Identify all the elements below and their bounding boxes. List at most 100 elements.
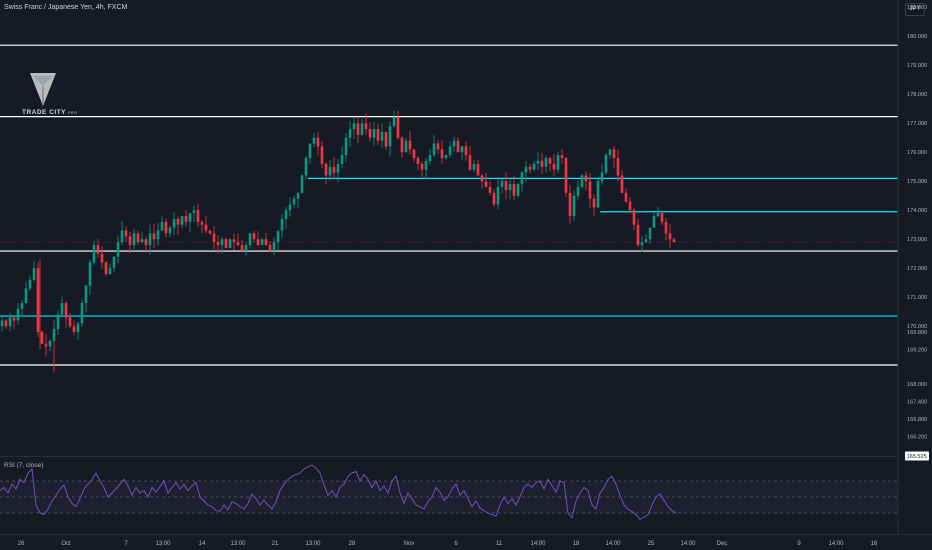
price-tick-label: 181.000 — [907, 5, 927, 11]
candle-up — [180, 216, 184, 225]
bottom-price-label: 165.525 — [907, 454, 927, 460]
candle-up — [288, 204, 292, 211]
candle-down — [356, 123, 360, 135]
candle-up — [76, 323, 80, 333]
candle-down — [476, 163, 480, 176]
price-tick-label: 166.800 — [907, 417, 927, 423]
candle-down — [12, 317, 16, 321]
time-tick-label: 14:00 — [828, 541, 844, 547]
candle-down — [320, 146, 324, 164]
candle-up — [432, 143, 436, 156]
candle-up — [276, 230, 280, 243]
candle-up — [16, 308, 20, 321]
candle-down — [528, 166, 532, 170]
candle-up — [52, 329, 56, 341]
candle-down — [620, 175, 624, 193]
candle-down — [484, 181, 488, 188]
price-tick-label: 166.200 — [907, 434, 927, 440]
price-tick-label: 179.000 — [907, 63, 927, 69]
candle-down — [240, 245, 244, 251]
price-tick-label: 173.000 — [907, 237, 927, 243]
price-tick-label: 170.000 — [907, 324, 927, 330]
candle-down — [68, 317, 72, 327]
time-tick-label: 26 — [18, 541, 25, 547]
candle-down — [252, 233, 256, 240]
candle-up — [544, 158, 548, 167]
candle-up — [272, 242, 276, 251]
candle-up — [168, 227, 172, 234]
candle-down — [412, 149, 416, 159]
rsi-indicator-label[interactable]: RSI (7, close) — [4, 462, 44, 469]
trade-city-logo — [30, 73, 56, 106]
candle-up — [112, 256, 116, 269]
candle-down — [316, 137, 320, 147]
candle-down — [64, 303, 68, 318]
candle-down — [4, 320, 8, 327]
candle-down — [632, 210, 636, 225]
candle-up — [280, 218, 284, 231]
candle-down — [568, 192, 572, 217]
candle-up — [80, 303, 84, 324]
time-tick-label: 25 — [648, 541, 655, 547]
candle-down — [364, 123, 368, 130]
candle-down — [612, 149, 616, 159]
candle-up — [300, 175, 304, 193]
candle-down — [400, 137, 404, 153]
candle-up — [24, 288, 28, 304]
candle-up — [472, 163, 476, 170]
candle-down — [416, 158, 420, 164]
candle-up — [644, 239, 648, 243]
candle-down — [592, 198, 596, 208]
candle-up — [556, 155, 560, 170]
chart-title: Swiss Franc / Japanese Yen, 4h, FXCM — [4, 4, 128, 11]
candle-down — [36, 268, 40, 333]
candle-up — [428, 155, 432, 161]
time-axis[interactable]: 26 Oct 7 13:00 14 13:00 21 13:00 28 Nov 6 11 14:00 18… — [0, 534, 932, 548]
candle-up — [388, 126, 392, 147]
candle-up — [380, 131, 384, 141]
candle-up — [336, 163, 340, 173]
candle-up — [0, 320, 4, 327]
candle-up — [108, 268, 112, 275]
currency-button[interactable]: JPY — [905, 3, 925, 16]
price-tick-label: 180.000 — [907, 34, 927, 40]
price-tick-label: 172.000 — [907, 266, 927, 272]
price-tick-label: 178.000 — [907, 92, 927, 98]
candle-up — [348, 129, 352, 138]
candle-down — [548, 158, 552, 164]
candle-up — [604, 155, 608, 173]
candle-up — [156, 230, 160, 240]
candle-down — [436, 143, 440, 150]
candle-up — [88, 262, 92, 286]
candle-down — [660, 213, 664, 222]
time-tick-label: Dec — [717, 541, 728, 547]
time-tick-label: 6 — [454, 541, 458, 547]
price-axis[interactable]: 181.000 180.000 179.000 178.000 177.000 176.0… — [897, 0, 932, 550]
candle-up — [120, 230, 124, 243]
candle-down — [504, 181, 508, 190]
time-tick-label: Oct — [61, 541, 71, 547]
price-tick-label: 175.000 — [907, 179, 927, 185]
candle-up — [656, 213, 660, 217]
time-tick-label: 14:00 — [680, 541, 696, 547]
candle-up — [392, 117, 396, 127]
logo-suffix: PRO — [68, 111, 78, 115]
candle-up — [460, 146, 464, 153]
candle-down — [408, 140, 412, 150]
candle-down — [512, 184, 516, 196]
candle-down — [480, 175, 484, 182]
candle-down — [72, 326, 76, 333]
time-tick-label: 7 — [124, 541, 128, 547]
candle-up — [20, 303, 24, 309]
candle-up — [304, 158, 308, 176]
candle-down — [224, 239, 228, 248]
candle-down — [384, 131, 388, 147]
candle-down — [136, 233, 140, 243]
candle-down — [584, 175, 588, 182]
candle-down — [420, 163, 424, 170]
candle-down — [264, 239, 268, 246]
candle-down — [368, 129, 372, 138]
candle-down — [152, 233, 156, 240]
